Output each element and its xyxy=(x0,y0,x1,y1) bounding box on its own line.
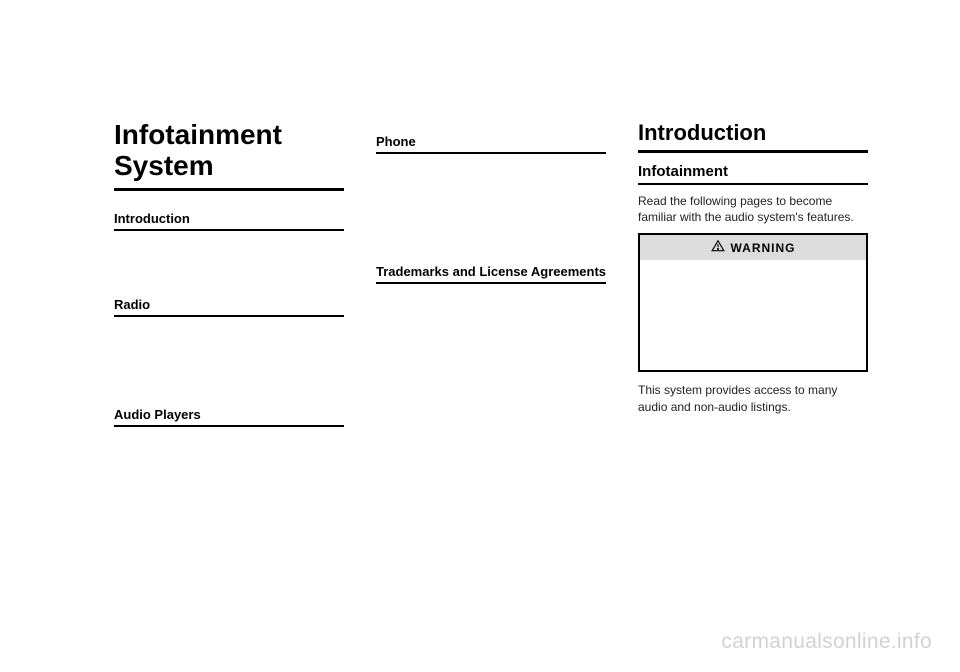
main-heading-introduction: Introduction xyxy=(638,120,868,153)
toc-entries-placeholder xyxy=(114,237,344,283)
watermark-text: carmanualsonline.info xyxy=(721,630,932,654)
column-middle: Phone Trademarks and License Agreements xyxy=(376,120,606,433)
toc-heading-audio-players: Audio Players xyxy=(114,407,344,427)
post-warning-paragraph: This system provides access to many audi… xyxy=(638,382,868,414)
toc-heading-radio: Radio xyxy=(114,297,344,317)
column-right: Introduction Infotainment Read the follo… xyxy=(638,120,868,433)
warning-triangle-icon xyxy=(711,239,725,256)
toc-heading-trademarks: Trademarks and License Agreements xyxy=(376,264,606,284)
toc-heading-phone: Phone xyxy=(376,134,606,154)
toc-entries-placeholder xyxy=(376,230,606,250)
warning-body xyxy=(640,260,866,370)
toc-entries-placeholder xyxy=(114,323,344,393)
toc-heading-introduction: Introduction xyxy=(114,211,344,231)
subheading-infotainment: Infotainment xyxy=(638,163,868,185)
chapter-title: Infotainment System xyxy=(114,120,344,191)
manual-page: Infotainment System Introduction Radio A… xyxy=(0,0,960,453)
warning-header: WARNING xyxy=(640,235,866,260)
warning-label: WARNING xyxy=(731,241,796,255)
intro-paragraph: Read the following pages to become famil… xyxy=(638,193,868,225)
column-left: Infotainment System Introduction Radio A… xyxy=(114,120,344,433)
warning-box: WARNING xyxy=(638,233,868,372)
toc-entries-placeholder xyxy=(376,160,606,230)
